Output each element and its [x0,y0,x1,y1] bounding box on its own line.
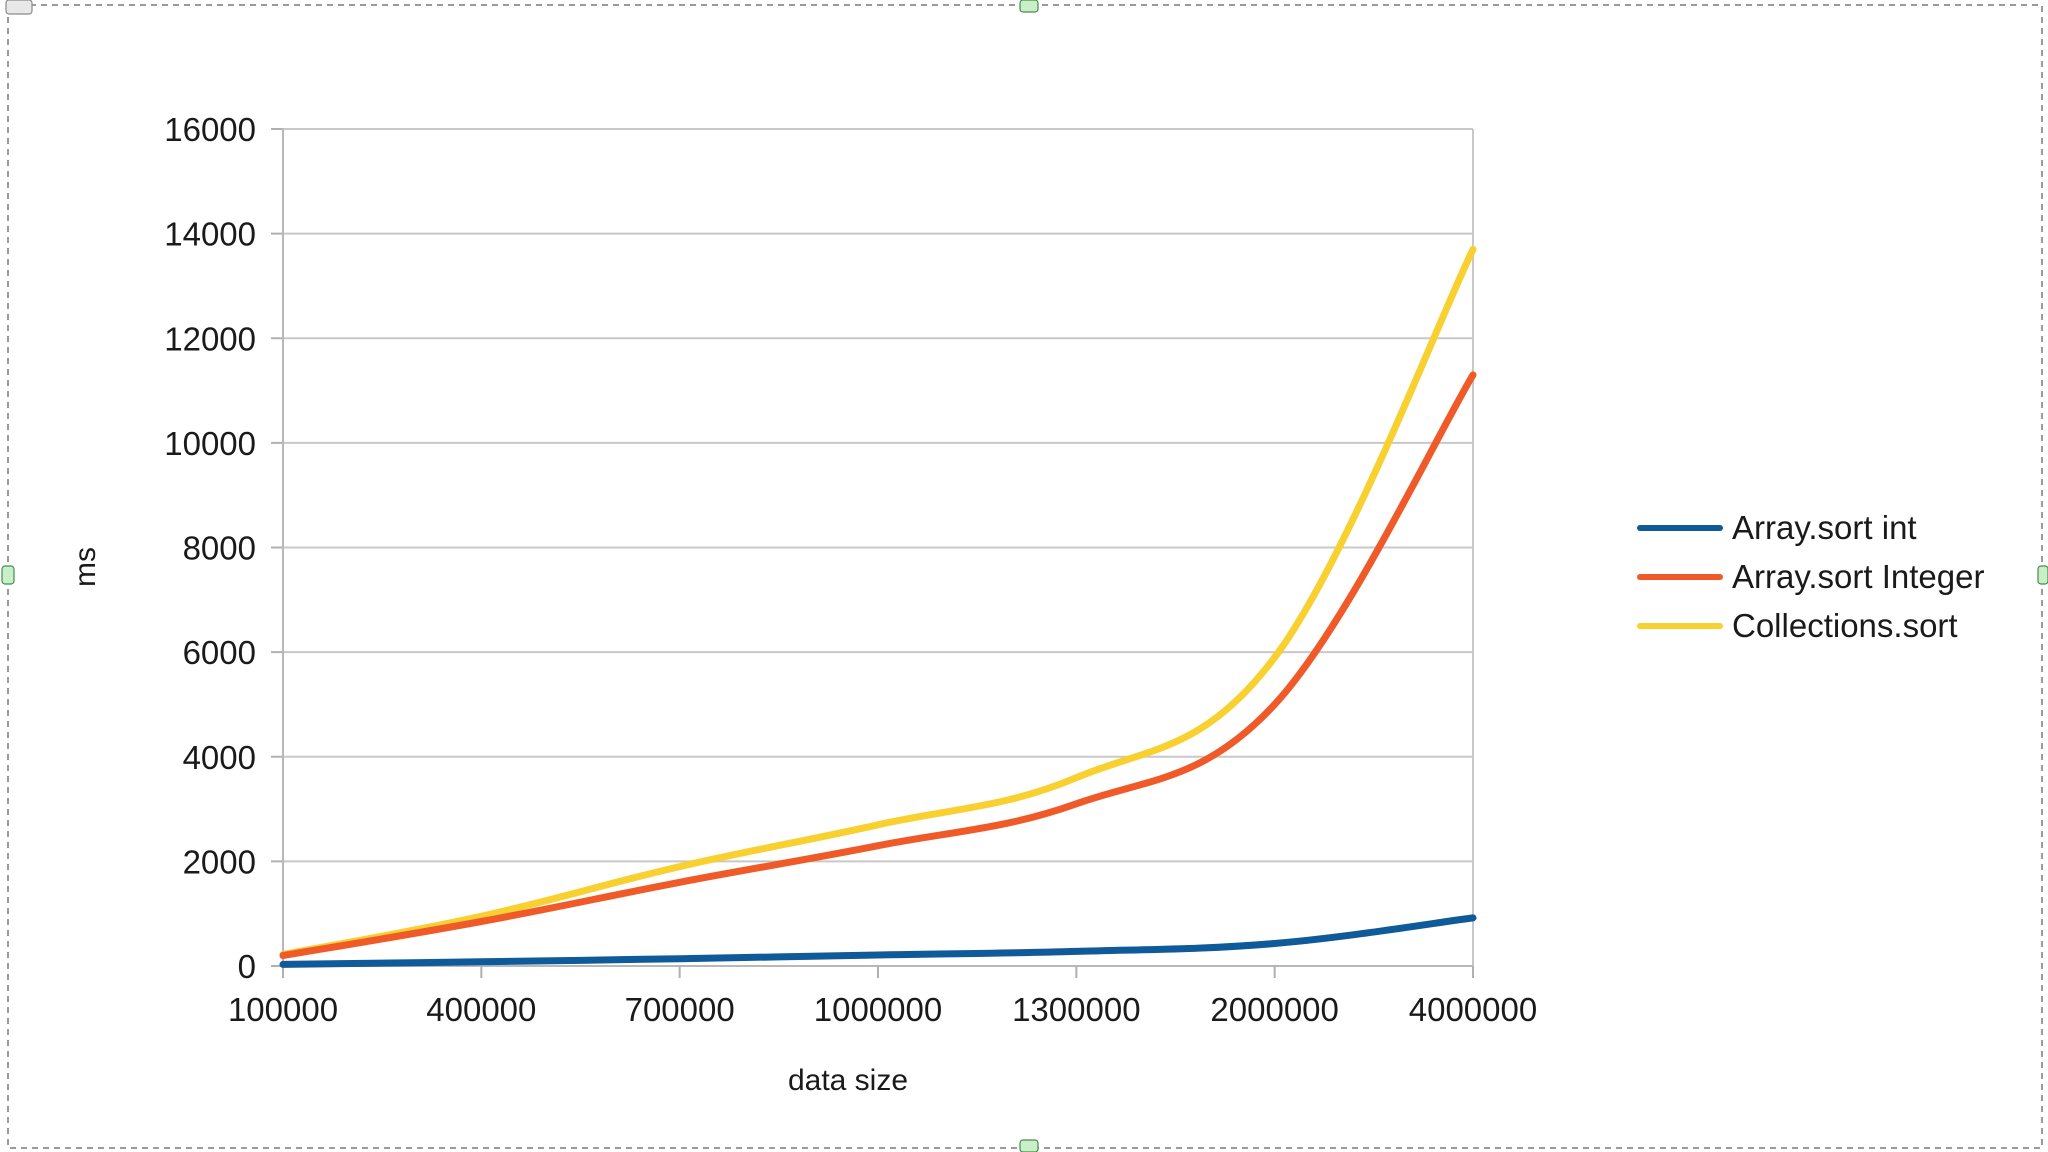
y-tick-label: 8000 [183,530,256,567]
x-tick-label: 400000 [426,991,536,1028]
y-tick-label: 4000 [183,739,256,776]
resize-handle-bottom[interactable] [1019,1139,1039,1152]
series-line-1 [279,371,1477,959]
y-tick-label: 2000 [183,843,256,880]
y-tick-labels: 0 2000 4000 6000 8000 10000 12000 14000 16000 [164,111,256,985]
legend-label-2: Collections.sort [1732,607,1958,644]
x-tick-label: 700000 [625,991,735,1028]
x-axis-title: data size [788,1064,908,1097]
series-line-0 [279,914,1477,968]
resize-handle-left[interactable] [1,565,15,585]
legend: Array.sort int Array.sort Integer Collecti… [1637,509,1984,644]
axes [271,128,1474,978]
y-tick-label: 0 [238,948,256,985]
y-tick-label: 12000 [164,320,256,357]
x-tick-label: 100000 [228,991,338,1028]
series-line-2 [279,245,1477,958]
resize-handle-top-left[interactable] [5,0,33,15]
y-axis-title: ms [69,547,102,587]
resize-handle-top[interactable] [1019,0,1039,13]
series-lines [279,245,1477,968]
x-tick-labels: 100000 400000 700000 1000000 1300000 2000000 4… [228,991,1537,1028]
y-tick-label: 16000 [164,111,256,148]
x-tick-label: 1000000 [814,991,942,1028]
y-tick-label: 6000 [183,634,256,671]
gridlines [283,128,1473,863]
legend-label-1: Array.sort Integer [1732,558,1984,595]
x-tick-label: 2000000 [1210,991,1338,1028]
y-tick-label: 14000 [164,216,256,253]
legend-label-0: Array.sort int [1732,509,1917,546]
x-tick-label: 4000000 [1409,991,1537,1028]
resize-handle-right[interactable] [2037,565,2048,585]
x-tick-label: 1300000 [1012,991,1140,1028]
y-tick-label: 10000 [164,425,256,462]
